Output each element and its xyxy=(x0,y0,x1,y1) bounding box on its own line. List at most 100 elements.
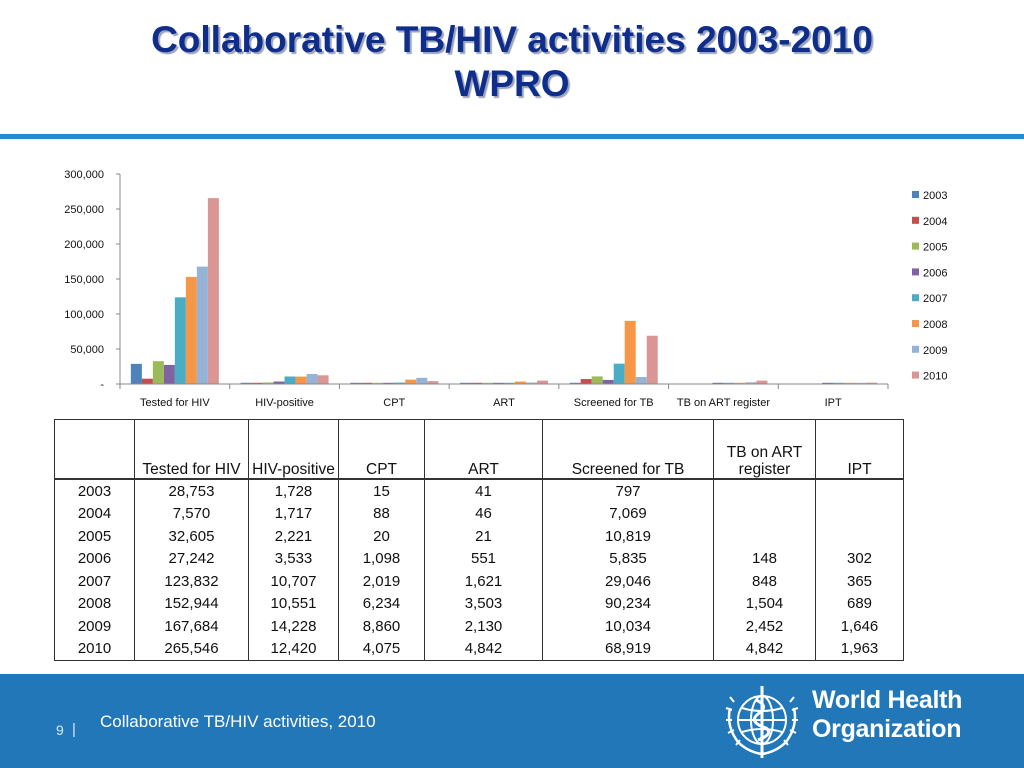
table-cell xyxy=(815,525,904,548)
bar-2007-4 xyxy=(613,363,625,384)
bar-2009-3 xyxy=(526,382,537,384)
slide-title: Collaborative TB/HIV activities 2003-201… xyxy=(0,18,1024,106)
bar-2005-4 xyxy=(591,376,603,384)
who-name-line-2: Organization xyxy=(812,715,962,743)
table-cell: 3,533 xyxy=(248,547,339,570)
table-row: 2006 27,242 3,533 1,098 551 5,835 148 302 xyxy=(54,547,904,570)
slide-title-line-2: WPRO xyxy=(454,63,570,104)
table-cell: 7,069 xyxy=(542,502,714,525)
bar-2003-0 xyxy=(130,363,142,384)
table-cell: 1,098 xyxy=(338,547,425,570)
x-axis: Tested for HIV HIV-positive CPT ART Screened… xyxy=(119,383,889,409)
bar-2007-0 xyxy=(174,297,186,384)
y-tick-label: 300,000 xyxy=(64,169,104,181)
x-tick-label: TB on ART register xyxy=(677,397,770,409)
legend-label: 2007 xyxy=(923,293,947,305)
bar-2008-4 xyxy=(624,320,636,384)
bar-2007-6 xyxy=(833,382,845,384)
bar-2006-4 xyxy=(602,379,614,384)
bar-2008-2 xyxy=(405,379,417,384)
legend-swatch-2008 xyxy=(912,320,919,327)
bar-2005-1 xyxy=(262,382,274,384)
table-cell: 2007 xyxy=(54,569,135,593)
bar-2010-1 xyxy=(317,375,329,384)
x-tick-label: HIV-positive xyxy=(255,397,314,409)
bar-2008-3 xyxy=(515,381,526,384)
table-cell: 4,075 xyxy=(338,637,425,662)
table-cell: 4,842 xyxy=(713,637,816,662)
bar-2005-3 xyxy=(482,382,493,384)
table-cell: 265,546 xyxy=(134,637,249,662)
table-cell: 90,234 xyxy=(542,592,714,615)
bar-2003-4 xyxy=(569,382,581,384)
table-cell: 551 xyxy=(424,547,543,570)
table-cell: 1,963 xyxy=(815,637,904,662)
legend-swatch-2010 xyxy=(912,371,919,379)
y-tick-label: 200,000 xyxy=(64,239,104,251)
legend-swatch-2007 xyxy=(912,294,919,302)
table-row: 2008 152,944 10,551 6,234 3,503 90,234 1,504 68… xyxy=(54,592,904,615)
table-cell: 167,684 xyxy=(134,614,249,638)
bar-2004-1 xyxy=(251,382,263,384)
legend-swatch-2005 xyxy=(912,242,919,250)
legend-swatch-2009 xyxy=(912,345,919,353)
table-cell: 2010 xyxy=(54,637,135,662)
bar-2003-2 xyxy=(350,382,362,384)
bar-2006-5 xyxy=(712,382,724,384)
slide-title-line-1: Collaborative TB/HIV activities 2003-201… xyxy=(151,19,873,60)
table-cell: 88 xyxy=(338,502,425,525)
y-tick-label: 50,000 xyxy=(70,344,104,356)
table-cell: 20 xyxy=(338,525,425,548)
table-cell: 6,234 xyxy=(338,592,425,615)
bar-chart: - 50,000 100,000 150,000 200,000 250,000 300,0… xyxy=(64,169,947,409)
bar-2009-2 xyxy=(416,377,428,384)
table-row: 2004 7,570 1,717 88 46 7,069 xyxy=(54,502,904,525)
table-cell: 2,130 xyxy=(424,614,543,638)
table-cell: 12,420 xyxy=(248,637,339,662)
table-cell: 1,504 xyxy=(713,592,816,615)
table-cell: 68,919 xyxy=(542,637,714,662)
table-header-cell: Tested for HIV xyxy=(134,419,249,480)
legend-label: 2003 xyxy=(923,190,947,202)
table-row: 2005 32,605 2,221 20 21 10,819 xyxy=(54,525,904,548)
bar-2008-5 xyxy=(734,382,746,384)
table-cell: 46 xyxy=(424,502,543,525)
bar-2005-0 xyxy=(152,361,164,384)
table-cell: 2,221 xyxy=(248,525,339,548)
table-row: 2010 265,546 12,420 4,075 4,842 68,919 4,842 1,… xyxy=(54,637,904,662)
table-row: 2009 167,684 14,228 8,860 2,130 10,034 2,452 1,… xyxy=(54,614,904,638)
x-tick-label: Tested for HIV xyxy=(140,397,210,409)
table-cell xyxy=(815,479,904,503)
bar-2003-1 xyxy=(240,382,252,384)
table-cell: 15 xyxy=(338,479,425,503)
y-axis: - 50,000 100,000 150,000 200,000 250,000 300,0… xyxy=(64,169,121,391)
legend-swatch-2006 xyxy=(912,268,919,276)
bar-2004-0 xyxy=(141,378,153,384)
table-header-row: Tested for HIV HIV-positive CPT ART Screened… xyxy=(54,419,904,480)
y-tick-label: 100,000 xyxy=(64,309,104,321)
table-cell: 2003 xyxy=(54,479,135,503)
table-cell: 5,835 xyxy=(542,547,714,570)
table-cell: 848 xyxy=(713,569,816,593)
bar-2007-1 xyxy=(284,376,296,384)
table-header-cell: ART xyxy=(424,419,543,480)
table-header-cell: Screened for TB xyxy=(542,419,714,480)
table-cell: 10,551 xyxy=(248,592,339,615)
table-cell: 152,944 xyxy=(134,592,249,615)
table-header-cell: TB on ART register xyxy=(713,419,816,480)
bar-2008-0 xyxy=(185,276,197,384)
table-cell: 1,646 xyxy=(815,614,904,638)
bar-2008-6 xyxy=(844,382,856,384)
bar-2006-6 xyxy=(822,382,834,384)
table-cell: 302 xyxy=(815,547,904,570)
chart-legend: 2003 2004 2005 2006 2007 2008 2009 2010 xyxy=(912,190,947,383)
table-cell: 123,832 xyxy=(134,569,249,593)
table-cell: 29,046 xyxy=(542,569,714,593)
table-cell: 1,728 xyxy=(248,479,339,503)
table-cell: 10,707 xyxy=(248,569,339,593)
table-cell: 14,228 xyxy=(248,614,339,638)
bar-2009-0 xyxy=(196,266,208,384)
bar-2007-5 xyxy=(723,382,735,384)
bar-2006-2 xyxy=(383,382,395,384)
table-cell: 2009 xyxy=(54,614,135,638)
